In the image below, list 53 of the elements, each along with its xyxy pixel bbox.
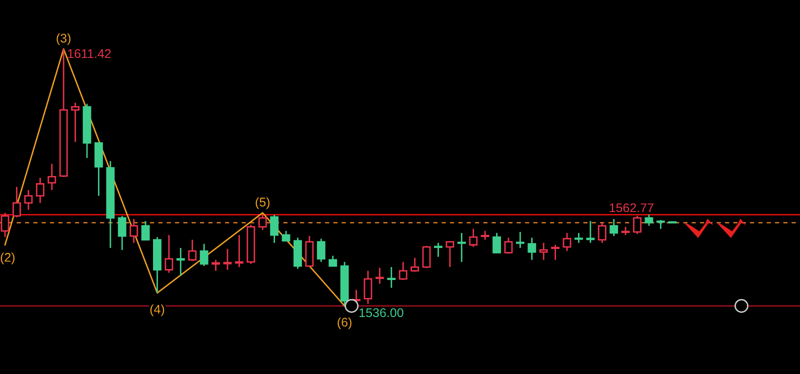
candlestick — [457, 232, 466, 263]
annotation: (6) — [338, 317, 352, 330]
candlestick — [469, 228, 478, 248]
candlestick — [12, 186, 21, 218]
candlestick — [94, 142, 103, 196]
candlestick — [492, 232, 501, 254]
candlestick — [234, 234, 244, 268]
candlestick — [130, 218, 138, 244]
candlestick — [200, 243, 208, 267]
candlestick — [504, 237, 513, 254]
candlestick — [212, 259, 220, 272]
candlestick — [375, 267, 384, 284]
candlestick — [24, 189, 33, 210]
candlestick — [422, 245, 431, 269]
candlestick — [516, 231, 524, 249]
candlestick — [398, 261, 408, 281]
candlestick — [446, 240, 454, 268]
ref-line-label: 1536.00 — [360, 308, 404, 318]
candlestick — [328, 255, 338, 267]
candlestick — [270, 214, 279, 244]
candlestick — [633, 215, 642, 235]
annotation: (2) — [0, 252, 14, 264]
candlestick — [539, 242, 548, 261]
candlestick — [387, 266, 396, 289]
candlestick — [118, 215, 126, 251]
candlestick — [528, 237, 536, 261]
annotation: 1611.42 — [68, 49, 111, 58]
candlestick — [434, 242, 442, 258]
candlestick — [0, 212, 10, 238]
candlestick — [141, 220, 150, 240]
candlestick — [364, 270, 372, 305]
candlestick — [258, 214, 267, 231]
candlestick — [644, 214, 654, 226]
candlestick — [223, 248, 232, 270]
annotation: (4) — [150, 304, 164, 316]
candlestick — [176, 247, 185, 277]
candlestick — [562, 232, 572, 252]
candlestick — [36, 177, 44, 204]
candlestick — [48, 163, 56, 191]
candlestick — [610, 218, 618, 237]
candlestick — [598, 222, 606, 244]
candlestick — [316, 238, 326, 263]
candlestick — [282, 230, 290, 242]
candlestick — [71, 102, 80, 143]
candlestick — [586, 220, 595, 244]
candlestick — [188, 239, 197, 262]
candlestick — [551, 244, 560, 261]
ref-line-label: 1562.77 — [610, 203, 654, 212]
candlestick — [410, 257, 420, 272]
candlestick — [164, 234, 174, 274]
annotation: (5) — [256, 197, 270, 209]
candlestick — [574, 232, 583, 244]
annotation: (3) — [56, 33, 70, 46]
